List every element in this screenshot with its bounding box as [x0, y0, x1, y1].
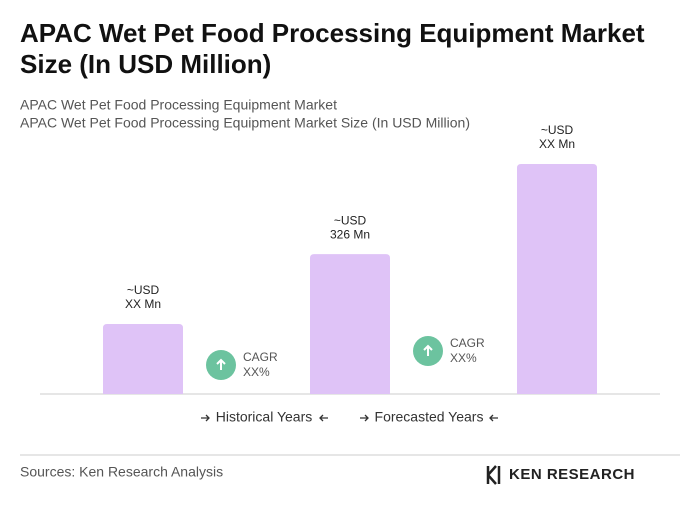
period-arrow	[201, 414, 210, 422]
logo-text: KEN RESEARCH	[509, 466, 635, 483]
value-label: ~USD	[334, 213, 367, 227]
bar	[310, 254, 390, 394]
value-label: XX Mn	[539, 137, 575, 151]
cagr-arrow	[423, 344, 433, 356]
cagr-label: CAGR	[243, 350, 278, 364]
source: Sources: Ken Research Analysis	[20, 464, 223, 480]
period-arrow	[489, 414, 498, 422]
chart-title: APAC Wet Pet Food Processing Equipment M…	[20, 18, 645, 79]
value-label: ~USD	[541, 123, 574, 137]
cagr-arrow	[216, 358, 226, 370]
period-label: Historical Years	[216, 409, 313, 425]
subtitle: APAC Wet Pet Food Processing Equipment M…	[20, 97, 337, 113]
period-arrow	[319, 414, 328, 422]
period-label: Forecasted Years	[375, 409, 484, 425]
logo-icon	[486, 465, 501, 485]
value-label: 326 Mn	[330, 227, 370, 241]
cagr-label: CAGR	[450, 336, 485, 350]
subtitle: APAC Wet Pet Food Processing Equipment M…	[20, 115, 470, 131]
bar	[517, 164, 597, 394]
period-arrow	[360, 414, 369, 422]
bar	[103, 324, 183, 394]
cagr-value: XX%	[450, 351, 477, 365]
value-label: ~USD	[127, 283, 160, 297]
cagr-value: XX%	[243, 365, 270, 379]
value-label: XX Mn	[125, 297, 161, 311]
logo: KEN RESEARCH	[486, 465, 635, 485]
